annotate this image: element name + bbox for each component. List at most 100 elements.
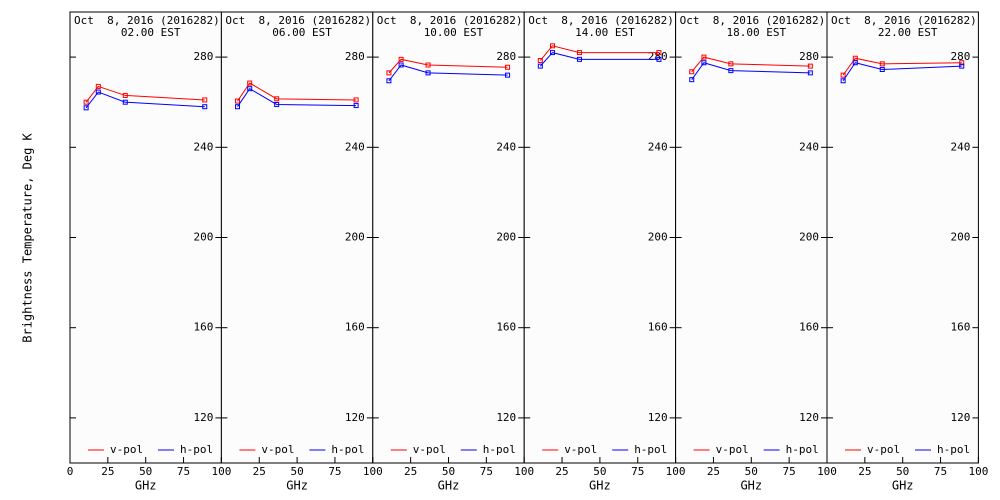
panel-title: Oct 8, 2016 (2016282) [680,14,826,27]
legend-label: v-pol [413,443,446,456]
x-axis-label: GHz [438,479,460,493]
y-tick-label: 200 [496,231,516,244]
y-tick-label: 120 [345,411,365,424]
data-point [840,72,846,78]
y-tick-label: 200 [194,231,214,244]
x-tick-label: 0 [67,465,74,478]
data-point [202,104,208,110]
x-tick-label: 50 [139,465,152,478]
y-tick-label: 160 [194,321,214,334]
panel-frame [826,11,979,464]
y-tick-label: 240 [648,140,668,153]
y-tick-label: 240 [496,140,516,153]
x-tick-label: 100 [666,465,686,478]
legend-label: h-pol [331,443,364,456]
panel-title: Oct 8, 2016 (2016282) [225,14,371,27]
panel-frame [69,11,222,464]
y-tick-label: 160 [496,321,516,334]
x-tick-label: 100 [968,465,988,478]
y-tick-label: 160 [345,321,365,334]
x-tick-label: 50 [290,465,303,478]
y-tick-label: 120 [648,411,668,424]
data-point [656,56,662,62]
data-point [576,50,582,56]
x-tick-label: 100 [211,465,231,478]
series-line [237,88,357,107]
data-point [852,55,858,61]
x-tick-label: 75 [631,465,644,478]
legend-label: h-pol [483,443,516,456]
data-point [656,50,662,56]
panel-title: Oct 8, 2016 (2016282) [528,14,674,27]
y-axis-label: Brightness Temperature, Deg K [21,132,35,342]
data-point [550,50,556,56]
legend-label: h-pol [937,443,970,456]
series-line [691,56,811,73]
legend-label: h-pol [786,443,819,456]
data-point [274,101,280,107]
data-point [701,54,707,60]
data-point [235,104,241,110]
series-line [842,57,962,76]
data-point [728,68,734,74]
legend-label: v-pol [867,443,900,456]
data-point [122,99,128,105]
series-line [85,91,205,109]
x-axis-label: GHz [135,479,157,493]
data-point [807,70,813,76]
data-point [386,70,392,76]
data-point [122,92,128,98]
x-tick-label: 75 [480,465,493,478]
y-tick-label: 280 [951,50,971,63]
y-tick-label: 160 [951,321,971,334]
x-axis-label: GHz [892,479,914,493]
legend-label: v-pol [716,443,749,456]
data-point [550,43,556,49]
data-point [274,96,280,102]
data-point [398,56,404,62]
data-point [505,72,511,78]
data-point [840,78,846,84]
y-tick-label: 240 [799,140,819,153]
panel-title: Oct 8, 2016 (2016282) [74,14,220,27]
data-point [386,78,392,84]
data-point [959,60,965,66]
data-point [83,105,89,111]
data-point [95,89,101,95]
x-tick-label: 100 [817,465,837,478]
y-tick-label: 120 [496,411,516,424]
panel-subtitle: 06.00 EST [272,26,332,39]
y-tick-label: 160 [799,321,819,334]
data-point [353,103,359,109]
series-line [691,62,811,80]
panel-frame [372,11,525,464]
x-axis-label: GHz [740,479,762,493]
legend-label: h-pol [180,443,213,456]
x-tick-label: 50 [745,465,758,478]
series-line [842,62,962,82]
series-line [539,52,659,67]
data-point [537,57,543,63]
x-tick-label: 100 [514,465,534,478]
y-tick-label: 240 [194,140,214,153]
y-tick-label: 120 [951,411,971,424]
y-tick-label: 120 [799,411,819,424]
legend-label: v-pol [110,443,143,456]
data-point [505,64,511,70]
data-point [728,61,734,67]
y-tick-label: 200 [648,231,668,244]
y-tick-label: 280 [496,50,516,63]
data-point [701,60,707,66]
y-tick-label: 240 [345,140,365,153]
y-tick-label: 200 [345,231,365,244]
x-tick-label: 25 [555,465,568,478]
legend-label: v-pol [261,443,294,456]
data-point [95,83,101,89]
x-tick-label: 25 [101,465,114,478]
data-point [425,70,431,76]
data-point [959,63,965,69]
series-line [539,45,659,61]
panel-frame [675,11,828,464]
x-tick-label: 25 [858,465,871,478]
